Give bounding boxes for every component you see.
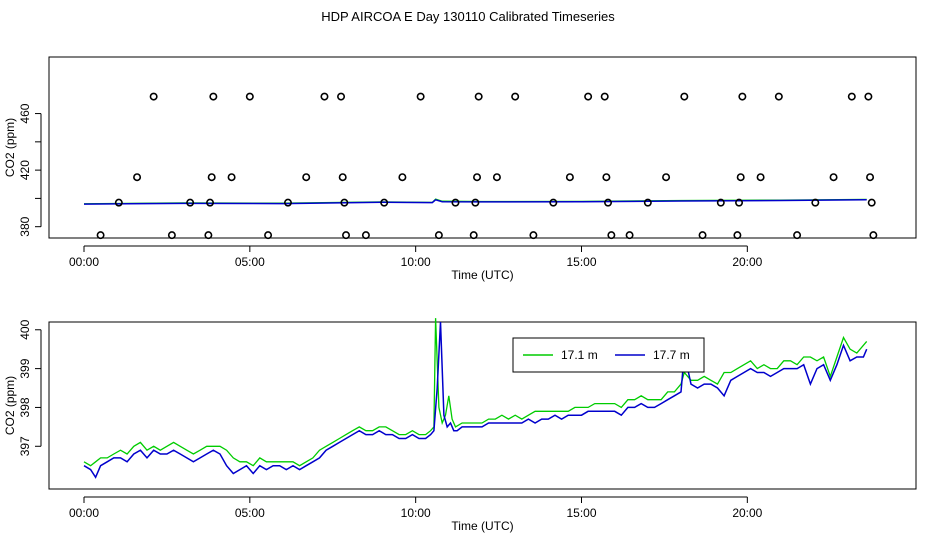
x-tick-label: 20:00	[732, 255, 762, 269]
calibration-point	[847, 92, 856, 101]
x-tick-label: 05:00	[235, 255, 265, 269]
calibration-point	[186, 198, 195, 207]
y-axis-title: CO2 (ppm)	[3, 118, 17, 177]
calibration-point	[338, 173, 347, 182]
x-tick-label: 15:00	[566, 506, 596, 520]
y-tick-label: 398	[18, 397, 32, 417]
calibration-point	[207, 173, 216, 182]
calibration-point	[733, 231, 742, 240]
calibration-point	[320, 92, 329, 101]
calibration-point	[302, 173, 311, 182]
calibration-point	[511, 92, 520, 101]
calibration-point	[416, 92, 425, 101]
calibration-point	[167, 231, 176, 240]
calibration-point	[398, 173, 407, 182]
calibration-point	[451, 198, 460, 207]
legend-label: 17.1 m	[561, 348, 598, 362]
calibration-point	[114, 198, 123, 207]
calibration-point	[337, 92, 346, 101]
calibration-point	[474, 92, 483, 101]
calibration-point	[209, 92, 218, 101]
calibration-point	[342, 231, 351, 240]
calibration-point	[245, 92, 254, 101]
chart-panel-2: 00:00 05:00 10:00 15:00 20:00 Time (UTC) 397 39…	[3, 318, 917, 533]
calibration-point	[793, 231, 802, 240]
x-tick-label: 15:00	[566, 255, 596, 269]
calibration-point	[96, 231, 105, 240]
calibration-point	[600, 92, 609, 101]
x-tick-label: 05:00	[235, 506, 265, 520]
calibration-point	[264, 231, 273, 240]
calibration-point	[133, 173, 142, 182]
calibration-point	[149, 92, 158, 101]
calibration-point	[602, 173, 611, 182]
calibration-point	[643, 198, 652, 207]
x-tick-label: 10:00	[401, 506, 431, 520]
calibration-point	[756, 173, 765, 182]
calibration-point	[361, 231, 370, 240]
calibration-point	[864, 92, 873, 101]
legend-label: 17.7 m	[653, 348, 690, 362]
calibration-point	[283, 198, 292, 207]
calibration-point	[869, 231, 878, 240]
calibration-point	[380, 198, 389, 207]
calibration-point	[811, 198, 820, 207]
y-tick-label: 460	[18, 103, 32, 123]
calibration-point	[473, 173, 482, 182]
calibration-point	[607, 231, 616, 240]
calibration-point	[735, 198, 744, 207]
x-tick-label: 00:00	[69, 255, 99, 269]
calibration-point	[736, 173, 745, 182]
calibration-point	[698, 231, 707, 240]
x-tick-label: 20:00	[732, 506, 762, 520]
calibration-point	[471, 198, 480, 207]
calibration-point	[549, 198, 558, 207]
series-line-2	[83, 321, 868, 479]
calibration-point	[469, 231, 478, 240]
calibration-point	[584, 92, 593, 101]
legend: 17.1 m 17.7 m	[512, 337, 705, 373]
series-line-1	[83, 318, 868, 467]
y-tick-label: 397	[18, 436, 32, 456]
calibration-point	[434, 231, 443, 240]
calibration-point	[604, 198, 613, 207]
calibration-point	[492, 173, 501, 182]
plot-frame	[48, 56, 917, 239]
plot-frame	[48, 321, 917, 490]
calibration-point	[529, 231, 538, 240]
calibration-point	[829, 173, 838, 182]
calibration-point	[662, 173, 671, 182]
calibration-point	[866, 173, 875, 182]
calibration-point	[738, 92, 747, 101]
calibration-point	[227, 173, 236, 182]
calibration-point	[206, 198, 215, 207]
y-tick-label: 420	[18, 160, 32, 180]
calibration-point	[774, 92, 783, 101]
calibration-point	[716, 198, 725, 207]
calibration-point	[565, 173, 574, 182]
y-tick-label: 399	[18, 358, 32, 378]
calibration-point	[340, 198, 349, 207]
x-axis-title: Time (UTC)	[451, 268, 513, 282]
x-tick-label: 00:00	[69, 506, 99, 520]
page-title: HDP AIRCOA E Day 130110 Calibrated Times…	[321, 9, 615, 24]
series-line-2	[83, 198, 867, 205]
calibration-point	[625, 231, 634, 240]
x-tick-label: 10:00	[401, 255, 431, 269]
chart-panel-1: 00:00 05:00 10:00 15:00 20:00 Time (UTC) 380 42…	[3, 56, 917, 282]
calibration-point	[204, 231, 213, 240]
y-axis-title: CO2 (ppm)	[3, 376, 17, 435]
y-tick-label: 400	[18, 319, 32, 339]
x-axis-title: Time (UTC)	[451, 519, 513, 533]
calibration-point	[867, 198, 876, 207]
y-tick-label: 380	[18, 216, 32, 236]
calibration-point	[680, 92, 689, 101]
